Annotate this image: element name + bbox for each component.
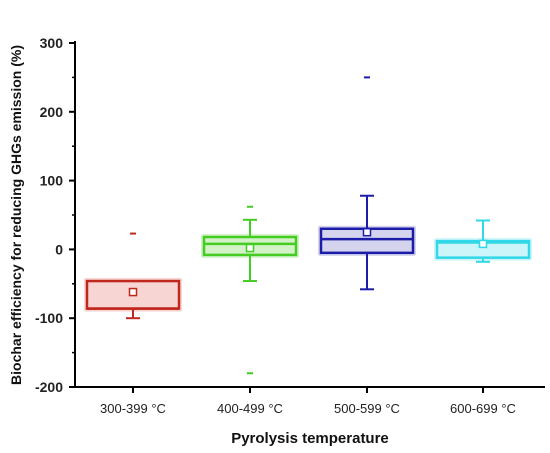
plot-area (84, 76, 532, 375)
y-tick-label: 100 (40, 173, 64, 189)
box-group (84, 232, 182, 320)
mean-marker (362, 227, 372, 237)
x-tick-label: 300-399 °C (100, 401, 166, 416)
box-shade (434, 238, 532, 261)
x-tick-label: 500-599 °C (334, 401, 400, 416)
y-tick-label: 300 (40, 35, 64, 51)
box-group (318, 76, 416, 291)
x-axis-title: Pyrolysis temperature (231, 430, 389, 447)
box-group (434, 219, 532, 263)
y-axis-title: Biochar efficiency for reducing GHGs emi… (8, 45, 24, 385)
mean-marker (128, 287, 138, 297)
x-tick-label: 400-499 °C (217, 401, 283, 416)
y-tick-label: -200 (35, 379, 63, 395)
y-tick-label: 0 (55, 241, 63, 257)
box-iqr (202, 235, 298, 257)
box-group (201, 205, 299, 375)
mean-marker (245, 243, 255, 253)
y-tick-label: 200 (40, 104, 64, 120)
box-shade (318, 225, 416, 256)
mean-marker (478, 239, 488, 249)
y-tick-label: -100 (35, 310, 63, 326)
axes: -200 -100 0 100 200 300 300-399 °C 400-499 °C 50… (35, 35, 545, 416)
x-tick-label: 600-699 °C (450, 401, 516, 416)
